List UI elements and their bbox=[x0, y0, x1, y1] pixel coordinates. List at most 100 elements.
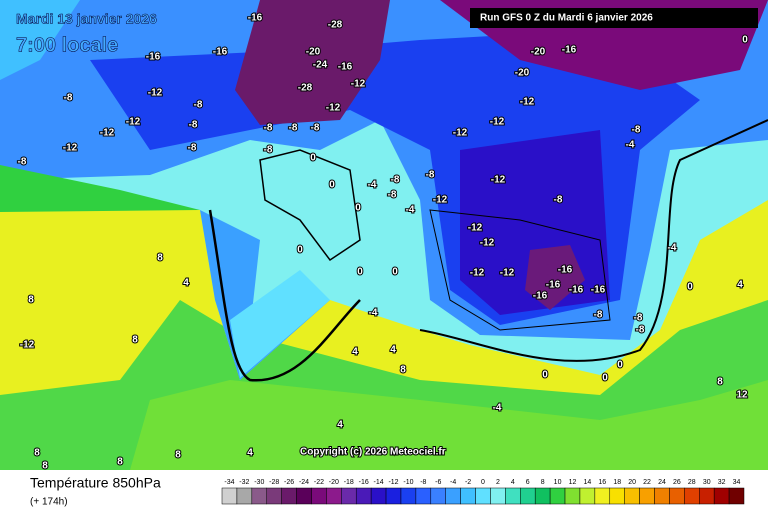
map-label: -12 bbox=[470, 268, 485, 279]
map-label: 4 bbox=[390, 345, 396, 356]
colorbar-label: -24 bbox=[299, 479, 309, 486]
colorbar-swatch bbox=[594, 487, 611, 505]
colorbar-label: -34 bbox=[224, 479, 234, 486]
map-label: 8 bbox=[175, 450, 181, 461]
map-label: 0 bbox=[687, 282, 693, 293]
map-label: -12 bbox=[468, 223, 483, 234]
colorbar-swatch bbox=[579, 487, 596, 505]
map-label: -8 bbox=[18, 157, 27, 168]
map-label: 8 bbox=[28, 295, 34, 306]
map-label: 0 bbox=[329, 180, 335, 191]
map-label: 4 bbox=[183, 278, 189, 289]
map-label: 0 bbox=[355, 203, 361, 214]
map-label: -12 bbox=[500, 268, 515, 279]
map-label: 12 bbox=[736, 390, 748, 401]
map-label: -16 bbox=[146, 52, 161, 63]
map-label: -12 bbox=[491, 175, 506, 186]
map-labels: -16-28-20-24 -16-28 -12-16-16-8 -12-8-12-12… bbox=[17, 12, 750, 473]
colorbar-label: 14 bbox=[584, 479, 592, 486]
colorbar-swatch bbox=[639, 487, 655, 505]
map-label: 4 bbox=[737, 280, 743, 291]
map-background bbox=[0, 0, 768, 470]
map-label: -4 bbox=[493, 403, 502, 414]
colorbar-label: -18 bbox=[344, 479, 354, 486]
colorbar-swatch bbox=[251, 487, 267, 505]
map-label: -16 bbox=[213, 47, 228, 58]
colorbar-swatch bbox=[699, 487, 715, 505]
map-label: -28 bbox=[328, 20, 343, 31]
map-label: -4 bbox=[406, 205, 415, 216]
colorbar-label: 0 bbox=[481, 479, 485, 486]
map-label: -8 bbox=[264, 145, 273, 156]
map-label: -12 bbox=[63, 143, 78, 154]
colorbar-swatch bbox=[400, 487, 417, 505]
map-label: 8 bbox=[34, 448, 40, 459]
colorbar-swatch bbox=[534, 487, 551, 505]
map-label: -12 bbox=[20, 340, 35, 351]
map-label: -20 bbox=[515, 68, 530, 79]
map-label: -12 bbox=[326, 103, 341, 114]
colorbar-swatch bbox=[221, 487, 238, 505]
map-label: -20 bbox=[531, 47, 546, 58]
colorbar-label: 18 bbox=[613, 479, 621, 486]
footer-lead: (+ 174h) bbox=[30, 497, 68, 508]
colorbar-swatch bbox=[341, 487, 357, 505]
colorbar-label: -10 bbox=[403, 479, 413, 486]
map-label: 0 bbox=[542, 370, 548, 381]
map-label: -16 bbox=[569, 285, 584, 296]
time: 7:00 locale bbox=[16, 34, 118, 56]
colorbar-label: -30 bbox=[254, 479, 264, 486]
colorbar-swatch bbox=[609, 487, 625, 505]
map-label: -8 bbox=[594, 310, 603, 321]
map-label: -12 bbox=[520, 97, 535, 108]
run-box bbox=[470, 8, 758, 28]
map-label: -4 bbox=[368, 180, 377, 191]
map-label: -16 bbox=[533, 291, 548, 302]
run-info: Run GFS 0 Z du Mardi 6 janvier 2026 bbox=[480, 13, 653, 24]
colorbar-swatch bbox=[355, 487, 372, 505]
map-label: -8 bbox=[188, 143, 197, 154]
colorbar-swatch bbox=[624, 487, 640, 505]
map-label: -8 bbox=[64, 93, 73, 104]
colorbar-label: 26 bbox=[673, 479, 681, 486]
map-label: 8 bbox=[717, 377, 723, 388]
map-label: -16 bbox=[562, 45, 577, 56]
colorbar-swatch bbox=[475, 487, 491, 505]
colorbar-swatch bbox=[520, 487, 536, 505]
colorbar-label: -16 bbox=[359, 479, 369, 486]
colorbar-swatch bbox=[684, 487, 700, 505]
colorbar-swatch bbox=[296, 487, 312, 505]
map-label: 8 bbox=[157, 253, 163, 264]
map-label: -8 bbox=[194, 100, 203, 111]
colorbar-label: 32 bbox=[718, 479, 726, 486]
colorbar-label: 20 bbox=[628, 479, 636, 486]
colorbar-label: -8 bbox=[420, 479, 426, 486]
footer-title: Température 850hPa bbox=[30, 475, 161, 491]
map-label: -8 bbox=[391, 175, 400, 186]
colorbar-swatch bbox=[266, 487, 282, 505]
map-label: -12 bbox=[433, 195, 448, 206]
map-label: -12 bbox=[148, 88, 163, 99]
colorbar: -34 -32 -30 -28 -26 -24 -22 -20 -18 -16 -14 -12 -10-… bbox=[221, 479, 745, 505]
colorbar-swatch bbox=[549, 487, 566, 505]
map-label: -8 bbox=[554, 195, 563, 206]
map-label: -8 bbox=[388, 190, 397, 201]
colorbar-swatch bbox=[564, 487, 581, 505]
map-label: 0 bbox=[617, 360, 623, 371]
colorbar-swatch bbox=[445, 487, 461, 505]
colorbar-swatch bbox=[713, 487, 730, 505]
map-label: 0 bbox=[297, 245, 303, 256]
copyright: Copyright (c) 2026 Meteociel.fr bbox=[300, 447, 446, 458]
map-label: -8 bbox=[189, 120, 198, 131]
colorbar-swatch bbox=[728, 487, 745, 505]
colorbar-label: 28 bbox=[688, 479, 696, 486]
colorbar-swatch bbox=[460, 487, 476, 505]
colorbar-swatch bbox=[430, 487, 446, 505]
map-label: -16 bbox=[591, 285, 606, 296]
colorbar-swatch bbox=[505, 487, 521, 505]
colorbar-label: -20 bbox=[329, 479, 339, 486]
map-label: -12 bbox=[351, 79, 366, 90]
map-label: -20 bbox=[306, 47, 321, 58]
colorbar-label: 6 bbox=[526, 479, 530, 486]
